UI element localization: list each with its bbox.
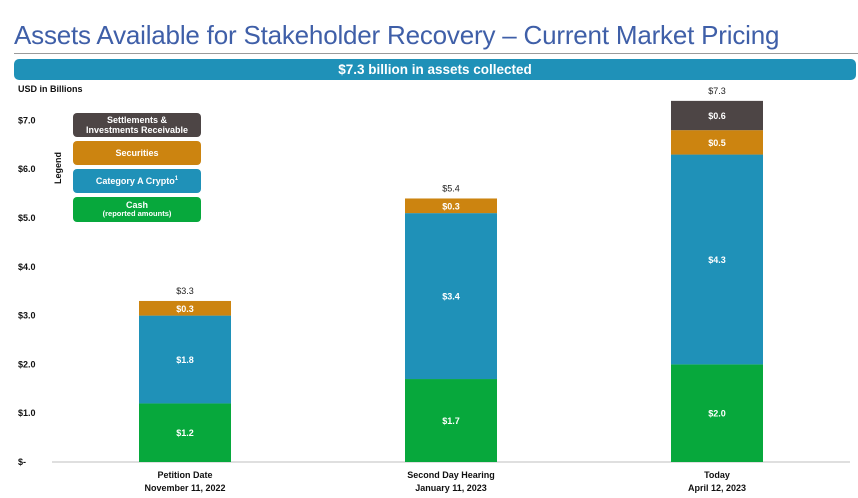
- bar-segment-cash: [139, 403, 231, 462]
- y-tick-label: $2.0: [18, 359, 36, 369]
- page-title: Assets Available for Stakeholder Recover…: [14, 20, 780, 50]
- bar-segment-label-cash: $2.0: [708, 409, 726, 419]
- bar-segment-label-crypto: $4.3: [708, 255, 726, 265]
- y-tick-label: $4.0: [18, 262, 36, 272]
- legend-item-cash: Cash (reported amounts): [73, 197, 201, 222]
- y-tick-label: $5.0: [18, 213, 36, 223]
- legend-crypto-footnote: 1: [174, 175, 179, 182]
- y-axis-units-label: USD in Billions: [18, 84, 83, 94]
- bar-segment-crypto: [671, 154, 763, 365]
- bar-total-label: $3.3: [176, 286, 194, 296]
- bar-segment-securities: [405, 198, 497, 214]
- bar-segment-label-crypto: $3.4: [442, 292, 460, 302]
- summary-banner-text: $7.3 billion in assets collected: [338, 62, 532, 77]
- x-category-date-label: April 12, 2023: [688, 483, 746, 493]
- title-divider: [14, 53, 858, 54]
- bar-segment-label-settlements: $0.6: [708, 111, 726, 121]
- bar-segment-securities: [139, 300, 231, 316]
- y-tick-label: $3.0: [18, 311, 36, 321]
- legend-cash-label: Cash: [125, 200, 148, 211]
- y-tick-label: $7.0: [18, 115, 36, 125]
- bar-total-label: $7.3: [708, 86, 726, 96]
- bar-segment-label-cash: $1.2: [176, 428, 194, 438]
- y-tick-label: $-: [18, 457, 26, 467]
- y-tick-label: $6.0: [18, 164, 36, 174]
- x-category-label: Petition Date: [157, 470, 212, 480]
- bar-segment-crypto: [139, 315, 231, 404]
- legend-settlements-label-line2: Investments Receivable: [85, 125, 189, 135]
- bar-segment-crypto: [405, 213, 497, 380]
- x-category-date-label: November 11, 2022: [144, 483, 225, 493]
- legend-item-settlements: Settlements & Investments Receivable: [73, 113, 201, 137]
- legend-item-securities: Securities: [73, 141, 201, 165]
- bar-segment-cash: [405, 379, 497, 462]
- legend-securities-label: Securities: [115, 147, 159, 158]
- bar-segment-settlements: [671, 100, 763, 131]
- y-tick-label: $1.0: [18, 408, 36, 418]
- bar-total-label: $5.4: [442, 183, 460, 193]
- legend-settlements-label-line1: Settlements &: [106, 114, 168, 125]
- summary-banner: $7.3 billion in assets collected: [14, 59, 856, 80]
- legend-crypto-label-wrap: Category A Crypto1: [96, 176, 178, 186]
- legend-cash-sublabel: (reported amounts): [102, 209, 172, 219]
- bar-segment-securities: [671, 130, 763, 155]
- x-category-date-label: January 11, 2023: [415, 483, 487, 493]
- bar-segment-label-crypto: $1.8: [176, 355, 194, 365]
- x-category-label: Today: [704, 470, 730, 480]
- bar-segment-cash: [671, 364, 763, 462]
- bar-segment-label-cash: $1.7: [442, 416, 460, 426]
- legend-item-crypto: Category A Crypto1: [73, 169, 201, 193]
- bar-segment-label-securities: $0.5: [708, 138, 726, 148]
- bar-segment-label-securities: $0.3: [176, 304, 194, 314]
- x-category-label: Second Day Hearing: [407, 470, 495, 480]
- legend-crypto-label: Category A Crypto: [95, 175, 175, 186]
- bar-segment-label-securities: $0.3: [442, 201, 460, 211]
